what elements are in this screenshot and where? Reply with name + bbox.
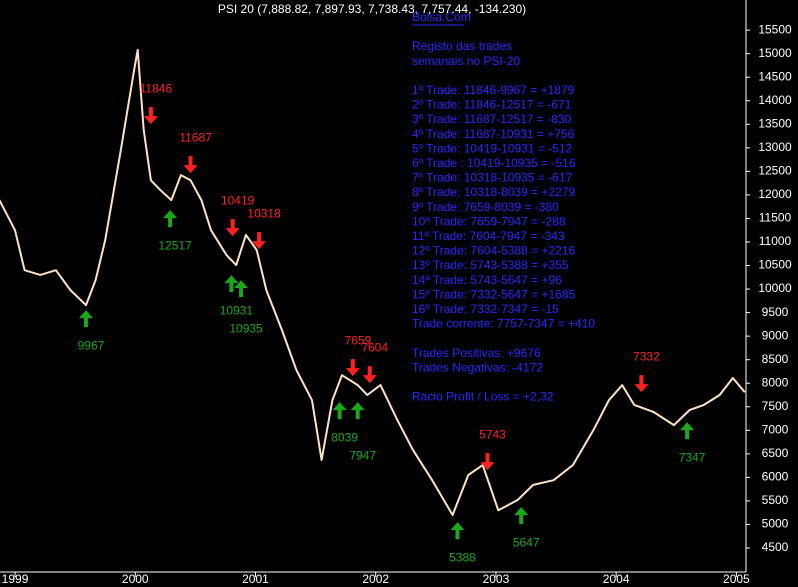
notes-line: 14º Trade: 5743-5647 = +96 (412, 273, 562, 287)
trade-label: 12517 (158, 238, 192, 252)
y-tick-label: 13500 (758, 116, 792, 130)
trade-arrow (350, 402, 365, 420)
y-tick-label: 15500 (758, 22, 792, 36)
trade-label: 7332 (633, 349, 660, 363)
y-tick-label: 7500 (762, 399, 789, 413)
x-tick-label: 1999 (2, 572, 29, 586)
trade-arrow (680, 422, 695, 440)
y-tick-label: 8000 (762, 375, 789, 389)
notes-line: 11º Trade: 7604-7947 = -343 (412, 229, 565, 243)
notes-line: 6º Trade : 10419-10935 = -516 (412, 156, 576, 170)
trade-arrow (634, 375, 649, 393)
trade-arrow (252, 232, 267, 250)
y-tick-label: 4500 (762, 540, 789, 554)
notes-line: Racio Profit / Loss = +2,32 (412, 390, 554, 404)
trade-label: 10931 (220, 303, 254, 317)
trade-label: 5647 (513, 535, 540, 549)
trade-arrow (78, 310, 93, 328)
notes-line: Registo das trades (412, 39, 512, 53)
trade-label: 7659 (345, 333, 372, 347)
x-tick-label: 2002 (362, 572, 389, 586)
notes-line: 16º Trade: 7332-7347 = -15 (412, 302, 559, 316)
notes-line: 2º Trade: 11846-12517 = -671 (412, 98, 572, 112)
x-tick-label: 2003 (483, 572, 510, 586)
notes-line: Trades Positivas: +9676 (412, 346, 541, 360)
y-tick-label: 5000 (762, 517, 789, 531)
x-tick-label: 2001 (242, 572, 269, 586)
trade-arrow (332, 402, 347, 420)
y-tick-label: 9000 (762, 328, 789, 342)
y-tick-label: 8500 (762, 352, 789, 366)
y-tick-label: 12000 (758, 187, 792, 201)
price-line (0, 48, 746, 516)
notes-line: 3º Trade: 11687-12517 = -830 (412, 112, 572, 126)
y-tick-label: 11500 (759, 211, 792, 225)
notes-line: 5º Trade: 10419-10931 = -512 (412, 141, 572, 155)
y-tick-label: 10000 (758, 281, 792, 295)
chart-title: PSI 20 (7,888.82, 7,897.93, 7,738.43, 7,… (218, 2, 526, 16)
trade-label: 10318 (247, 206, 281, 220)
y-tick-label: 10500 (758, 258, 792, 272)
x-tick-label: 2005 (723, 572, 750, 586)
y-tick-label: 7000 (762, 422, 789, 436)
y-tick-label: 12500 (758, 164, 792, 178)
x-tick-label: 2004 (603, 572, 630, 586)
trade-arrow (480, 453, 495, 471)
y-tick-label: 9500 (762, 305, 789, 319)
trade-label: 11846 (140, 81, 173, 95)
trade-label: 7947 (349, 448, 376, 462)
trade-label: 7347 (679, 450, 706, 464)
notes-line: 13º Trade: 5743-5388 = +355 (412, 258, 569, 272)
trade-arrow (143, 107, 158, 125)
trade-label: 5743 (479, 427, 506, 441)
notes-line: 4º Trade: 11687-10931 = +756 (412, 127, 575, 141)
notes-line: Trades Negativas: -4172 (412, 360, 543, 374)
trade-label: 7604 (361, 340, 388, 354)
notes-line: semanais no PSI-20 (412, 54, 520, 68)
y-tick-label: 15000 (758, 46, 792, 60)
y-tick-label: 5500 (762, 493, 789, 507)
trade-label: 10935 (229, 321, 263, 335)
notes-line: 12º Trade: 7604-5388 = +2216 (412, 244, 576, 258)
notes-heading: Bolsa.Com (412, 10, 471, 24)
trade-arrow (163, 210, 178, 228)
y-tick-label: 13000 (758, 140, 792, 154)
trade-label: 10419 (221, 193, 255, 207)
trade-arrow (234, 280, 249, 298)
trade-arrow (224, 275, 239, 293)
trade-arrow (362, 366, 377, 384)
y-tick-label: 14500 (758, 69, 792, 83)
notes-line: 1º Trade: 11846-9967 = +1879 (412, 83, 575, 97)
notes-line: 10º Trade: 7659-7947 = -288 (412, 214, 566, 228)
notes-line: 15º Trade: 7332-5647 = +1685 (412, 287, 576, 301)
trade-label: 8039 (331, 430, 358, 444)
trade-arrow (345, 359, 360, 377)
trade-arrow (514, 507, 529, 525)
trade-arrow (225, 219, 240, 237)
x-tick-label: 2000 (122, 572, 149, 586)
trade-arrow (450, 522, 465, 540)
notes-line: 9º Trade: 7659-8039 = -380 (412, 200, 559, 214)
notes-line: Trade corrente: 7757-7347 = +410 (412, 317, 595, 331)
y-tick-label: 14000 (758, 93, 792, 107)
notes-line: 8º Trade: 10318-8039 = +2279 (412, 185, 576, 199)
trade-arrow (183, 156, 198, 174)
trade-label: 5388 (449, 550, 476, 564)
trade-label: 9967 (78, 338, 105, 352)
y-tick-label: 6000 (762, 470, 789, 484)
notes-line: 7º Trade: 10318-10935 = -617 (412, 171, 572, 185)
y-tick-label: 11000 (759, 234, 792, 248)
y-tick-label: 6500 (762, 446, 789, 460)
trade-label: 11687 (179, 130, 212, 144)
